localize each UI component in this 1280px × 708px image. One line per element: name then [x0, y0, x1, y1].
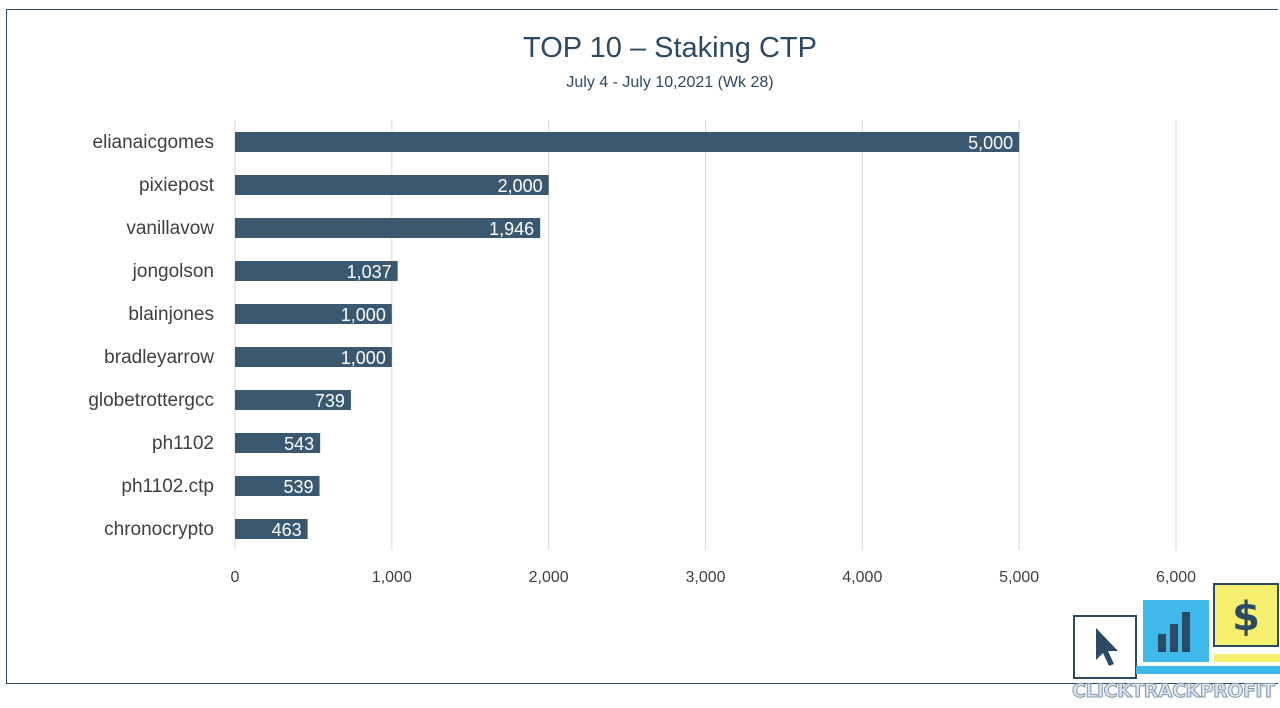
bar-chart-icon — [1158, 612, 1190, 652]
chart-frame — [6, 9, 1278, 684]
category-label: jongolson — [132, 261, 214, 282]
bar — [235, 433, 321, 453]
category-label: globetrottergcc — [88, 390, 214, 411]
cursor-icon — [1096, 628, 1118, 666]
x-tick-label: 1,000 — [372, 569, 412, 586]
dollar-icon: $ — [1232, 594, 1260, 640]
category-label: vanillavow — [126, 218, 214, 239]
category-label: ph1102.ctp — [121, 476, 214, 497]
value-label: 1,000 — [341, 305, 386, 325]
category-label: blainjones — [128, 304, 214, 325]
chart-title: TOP 10 – Staking CTP — [523, 32, 817, 64]
category-label: ph1102 — [152, 433, 214, 454]
bar — [235, 519, 308, 539]
bar — [235, 175, 549, 195]
value-label: 2,000 — [498, 176, 543, 196]
x-tick-label: 2,000 — [529, 569, 569, 586]
bar — [235, 218, 541, 238]
bar — [235, 132, 1020, 152]
category-labels: elianaicgomes pixiepost vanillavow jongolso… — [88, 132, 214, 540]
x-axis-ticks: 0 1,000 2,000 3,000 4,000 5,000 6,000 — [231, 569, 1197, 586]
clicktrackprofit-logo: $ — [1073, 583, 1280, 679]
category-label: bradleyarrow — [104, 347, 214, 368]
value-label: 1,037 — [347, 262, 392, 282]
bars: 5,000 2,000 1,946 1,037 1,000 1,000 739 543 539 4… — [235, 132, 1020, 540]
bar — [235, 261, 398, 281]
category-label: chronocrypto — [104, 519, 214, 540]
value-label: 463 — [272, 520, 302, 540]
bar — [235, 347, 392, 367]
bar — [235, 390, 351, 410]
value-label: 739 — [315, 391, 345, 411]
x-tick-label: 0 — [231, 569, 240, 586]
category-label: pixiepost — [139, 175, 215, 196]
x-tick-label: 6,000 — [1156, 569, 1196, 586]
value-label: 543 — [284, 434, 314, 454]
category-label: elianaicgomes — [93, 132, 214, 153]
value-label: 1,000 — [341, 348, 386, 368]
x-tick-label: 3,000 — [685, 569, 725, 586]
chart-subtitle: July 4 - July 10,2021 (Wk 28) — [566, 74, 774, 91]
x-tick-label: 5,000 — [999, 569, 1039, 586]
bar — [235, 304, 392, 324]
value-label: 1,946 — [489, 219, 534, 239]
dollar-icon-box — [1213, 583, 1279, 647]
value-label: 5,000 — [968, 133, 1013, 153]
value-label: 539 — [283, 477, 313, 497]
logo-text: CLICKTRACKPROFIT — [1072, 680, 1276, 703]
bar — [235, 476, 320, 496]
x-tick-label: 4,000 — [842, 569, 882, 586]
